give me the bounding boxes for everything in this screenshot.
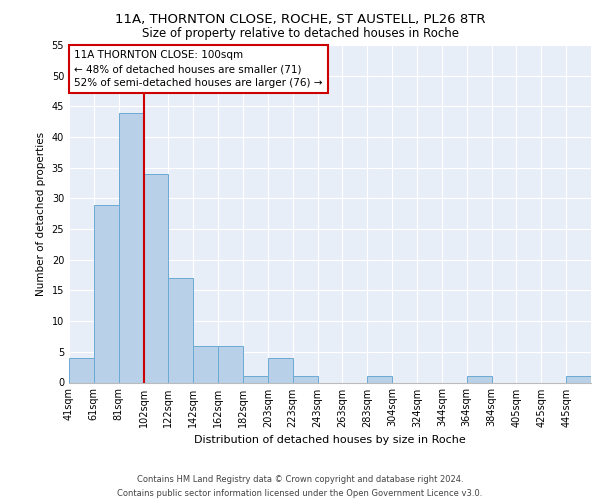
Bar (169, 278, 193, 382)
Text: 11A THORNTON CLOSE: 100sqm
← 48% of detached houses are smaller (71)
52% of semi: 11A THORNTON CLOSE: 100sqm ← 48% of deta… (74, 50, 323, 88)
Bar (119, 112, 143, 382)
Bar (293, 376, 317, 382)
Text: 11A, THORNTON CLOSE, ROCHE, ST AUSTELL, PL26 8TR: 11A, THORNTON CLOSE, ROCHE, ST AUSTELL, … (115, 12, 485, 26)
Bar (218, 346, 243, 383)
Bar (268, 358, 293, 382)
Bar (94, 204, 119, 382)
Bar (367, 376, 392, 382)
Text: Size of property relative to detached houses in Roche: Size of property relative to detached ho… (142, 28, 458, 40)
Bar (243, 376, 268, 382)
Bar (566, 376, 591, 382)
Bar (143, 174, 169, 382)
Bar (193, 346, 218, 383)
X-axis label: Distribution of detached houses by size in Roche: Distribution of detached houses by size … (194, 435, 466, 445)
Y-axis label: Number of detached properties: Number of detached properties (36, 132, 46, 296)
Text: Contains HM Land Registry data © Crown copyright and database right 2024.
Contai: Contains HM Land Registry data © Crown c… (118, 476, 482, 498)
Bar (467, 376, 491, 382)
Bar (69, 358, 94, 382)
